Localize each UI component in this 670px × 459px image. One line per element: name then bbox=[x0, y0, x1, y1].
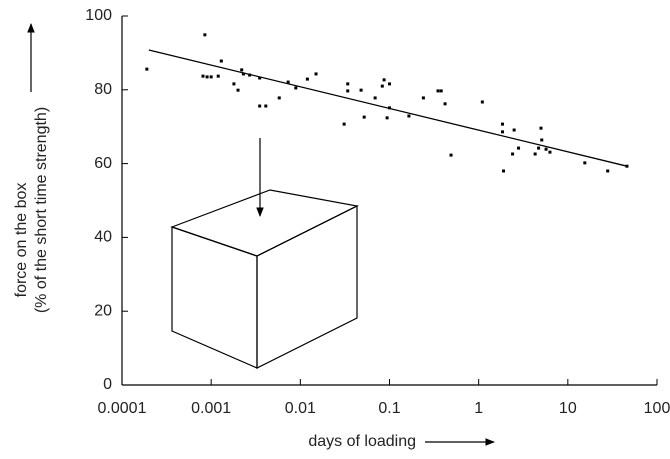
x-tick-label: 0.0001 bbox=[98, 400, 147, 417]
data-point bbox=[294, 86, 298, 90]
box-illustration bbox=[170, 138, 359, 369]
data-point bbox=[219, 59, 223, 63]
data-point bbox=[421, 96, 425, 100]
data-point bbox=[232, 82, 236, 86]
x-axis-label: days of loading bbox=[308, 433, 416, 450]
data-point bbox=[209, 75, 213, 79]
data-point bbox=[342, 122, 346, 126]
data-point bbox=[512, 128, 516, 132]
y-tick-label: 100 bbox=[85, 7, 112, 24]
data-point bbox=[241, 72, 245, 76]
x-tick-label: 1 bbox=[474, 400, 483, 417]
x-tick-label: 10 bbox=[559, 400, 577, 417]
data-point bbox=[449, 153, 453, 157]
data-point bbox=[373, 96, 377, 100]
data-point bbox=[625, 164, 629, 168]
data-point bbox=[511, 152, 515, 156]
data-point bbox=[305, 77, 309, 81]
data-point bbox=[480, 100, 484, 104]
data-point bbox=[201, 74, 205, 78]
x-tick-label: 0.1 bbox=[378, 400, 400, 417]
data-point bbox=[407, 114, 411, 118]
data-point bbox=[277, 96, 281, 100]
data-point bbox=[258, 104, 262, 108]
data-point bbox=[362, 115, 366, 119]
data-point bbox=[346, 82, 350, 86]
data-point bbox=[436, 89, 440, 93]
y-tick-label: 0 bbox=[103, 376, 112, 393]
data-point bbox=[380, 84, 384, 88]
x-tick-label: 0.01 bbox=[285, 400, 316, 417]
data-point bbox=[540, 138, 544, 142]
data-point bbox=[502, 169, 506, 173]
data-point bbox=[286, 80, 290, 84]
data-point bbox=[236, 88, 240, 92]
y-axis-label: (% of the short time strength) bbox=[33, 107, 50, 313]
data-point bbox=[359, 88, 363, 92]
data-point bbox=[539, 126, 543, 130]
x-tick-label: 100 bbox=[644, 400, 670, 417]
data-point bbox=[583, 161, 587, 165]
data-point bbox=[443, 102, 447, 106]
data-point bbox=[240, 68, 244, 72]
y-tick-label: 80 bbox=[94, 81, 112, 98]
data-point bbox=[216, 74, 220, 78]
y-tick-label: 60 bbox=[94, 155, 112, 172]
data-point bbox=[439, 89, 443, 93]
x-tick-label: 0.001 bbox=[191, 400, 231, 417]
data-point bbox=[385, 116, 389, 120]
data-point bbox=[264, 104, 268, 108]
data-point bbox=[382, 78, 386, 82]
y-tick-label: 20 bbox=[94, 302, 112, 319]
data-point bbox=[533, 152, 537, 156]
y-axis-label: force on the box bbox=[13, 183, 30, 298]
data-point bbox=[203, 33, 207, 37]
trend-line bbox=[148, 49, 628, 167]
data-point bbox=[258, 76, 262, 80]
data-point bbox=[500, 130, 504, 134]
data-point bbox=[537, 146, 541, 150]
data-point bbox=[500, 122, 504, 126]
data-point bbox=[548, 150, 552, 154]
y-tick-label: 40 bbox=[94, 229, 112, 246]
data-point bbox=[346, 89, 350, 93]
data-point bbox=[205, 75, 209, 79]
data-point bbox=[517, 146, 521, 150]
data-point bbox=[248, 73, 252, 77]
data-point bbox=[606, 169, 610, 173]
data-point bbox=[544, 147, 548, 151]
data-point bbox=[314, 72, 318, 76]
data-point bbox=[388, 106, 391, 110]
data-point bbox=[388, 82, 391, 86]
data-point bbox=[145, 67, 149, 71]
